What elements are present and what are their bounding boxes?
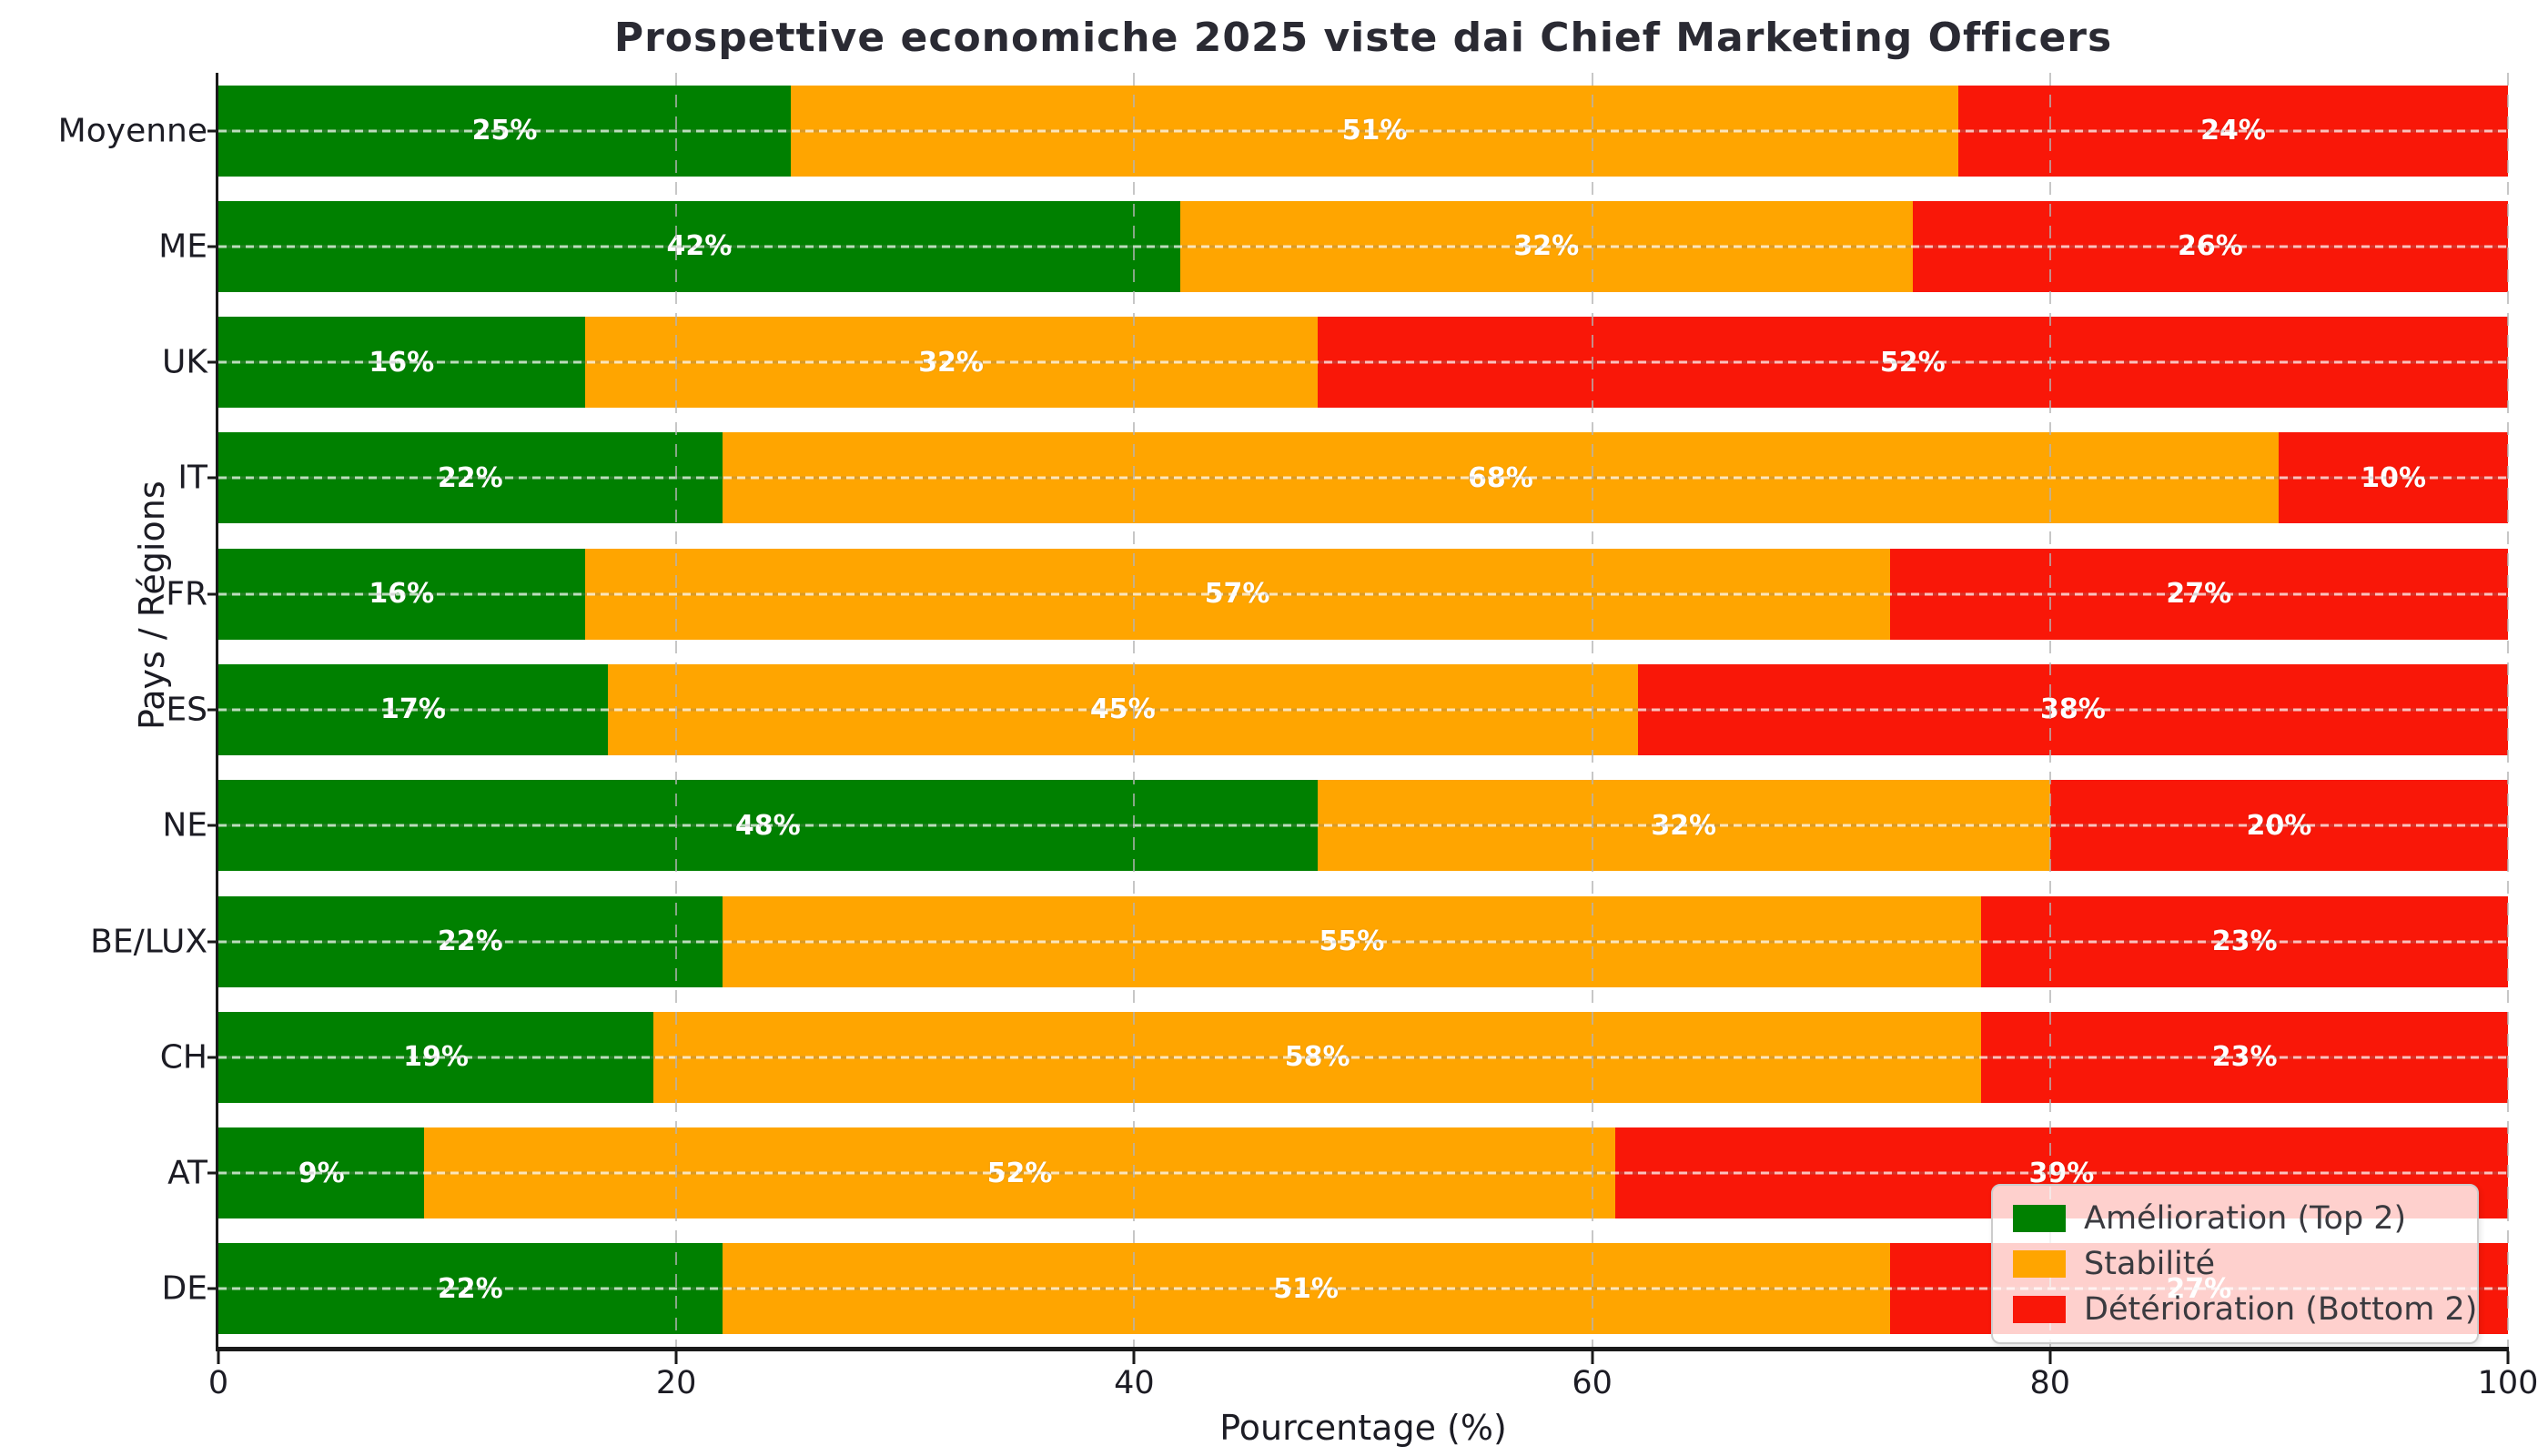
bar-row-ch: 19% 58% 23% [218, 999, 2508, 1115]
bar-row-me: 42% 32% 26% [218, 188, 2508, 304]
legend-label: Amélioration (Top 2) [2084, 1200, 2407, 1237]
vertical-gridline-60 [1591, 73, 1593, 1347]
bar-row-uk: 16% 32% 52% [218, 305, 2508, 420]
x-tick-label-60: 60 [1572, 1365, 1613, 1401]
y-tick-mark [207, 129, 218, 133]
y-tick-mark [207, 708, 218, 712]
bar-row-be-lux: 22% 55% 23% [218, 884, 2508, 999]
y-tick-label-fr: FR [166, 575, 207, 613]
x-tick-mark [1591, 1351, 1594, 1364]
vertical-gridline-80 [2048, 73, 2051, 1347]
y-tick-mark [207, 824, 218, 827]
y-tick-label-es: ES [166, 691, 207, 729]
x-tick-mark [674, 1351, 678, 1364]
legend: Amélioration (Top 2) Stabilité Détériorati… [1991, 1184, 2479, 1344]
legend-swatch [2013, 1250, 2066, 1278]
bar-row-at: 9% 52% 39% [218, 1115, 2508, 1230]
horizontal-gridline [218, 1056, 2508, 1059]
bar-row-fr: 16% 57% 27% [218, 536, 2508, 652]
bar-row-it: 22% 68% 10% [218, 420, 2508, 536]
x-tick-mark [2506, 1351, 2510, 1364]
x-tick-mark [2048, 1351, 2052, 1364]
x-tick-label-80: 80 [2029, 1365, 2071, 1401]
chart-title: Prospettive economiche 2025 viste dai Ch… [613, 15, 2113, 61]
vertical-gridline-20 [675, 73, 678, 1347]
y-tick-mark [207, 476, 218, 480]
x-axis-spine [216, 1347, 2509, 1351]
plot-area: 25% 51% 24% 42% 32% 26% 16% 32% 52% 22% 68% 10% 16% 5… [216, 73, 2509, 1351]
y-axis-spine [216, 73, 218, 1350]
bar-row-moyenne: 25% 51% 24% [218, 73, 2508, 188]
vertical-gridline-40 [1133, 73, 1136, 1347]
horizontal-gridline [218, 1287, 2508, 1290]
horizontal-gridline [218, 129, 2508, 133]
y-tick-label-moyenne: Moyenne [57, 112, 207, 150]
horizontal-gridline [218, 360, 2508, 364]
legend-entry: Stabilité [2013, 1246, 2457, 1282]
legend-entry: Amélioration (Top 2) [2013, 1200, 2457, 1237]
y-tick-label-ne: NE [162, 806, 207, 844]
legend-label: Détérioration (Bottom 2) [2084, 1291, 2478, 1328]
bar-row-ne: 48% 32% 20% [218, 768, 2508, 884]
y-tick-label-at: AT [167, 1154, 207, 1192]
y-tick-mark [207, 1171, 218, 1175]
horizontal-gridline [218, 708, 2508, 712]
horizontal-gridline [218, 940, 2508, 944]
horizontal-gridline [218, 1171, 2508, 1175]
x-tick-mark [1132, 1351, 1136, 1364]
legend-swatch [2013, 1205, 2066, 1232]
x-axis-title: Pourcentage (%) [1219, 1408, 1507, 1448]
vertical-gridline-100 [2507, 73, 2509, 1347]
y-tick-mark [207, 245, 218, 248]
y-tick-mark [207, 940, 218, 944]
y-tick-label-de: DE [161, 1269, 207, 1308]
legend-entry: Détérioration (Bottom 2) [2013, 1291, 2477, 1328]
x-tick-label-40: 40 [1114, 1365, 1155, 1401]
horizontal-gridline [218, 476, 2508, 480]
y-tick-mark [207, 1056, 218, 1059]
x-tick-label-20: 20 [655, 1365, 697, 1401]
y-tick-mark [207, 1287, 218, 1290]
horizontal-gridline [218, 592, 2508, 596]
y-tick-label-me: ME [158, 228, 207, 266]
horizontal-gridline [218, 245, 2508, 248]
y-tick-label-ch: CH [159, 1038, 207, 1077]
horizontal-gridline [218, 824, 2508, 827]
y-tick-mark [207, 360, 218, 364]
bar-row-es: 17% 45% 38% [218, 652, 2508, 767]
x-tick-label-0: 0 [207, 1365, 229, 1401]
x-tick-label-100: 100 [2477, 1365, 2539, 1401]
y-tick-label-be-lux: BE/LUX [90, 923, 207, 961]
legend-label: Stabilité [2084, 1246, 2216, 1282]
x-tick-mark [217, 1351, 220, 1364]
legend-swatch [2013, 1296, 2066, 1323]
y-tick-label-it: IT [177, 459, 207, 497]
y-tick-label-uk: UK [162, 343, 207, 381]
y-tick-mark [207, 592, 218, 596]
